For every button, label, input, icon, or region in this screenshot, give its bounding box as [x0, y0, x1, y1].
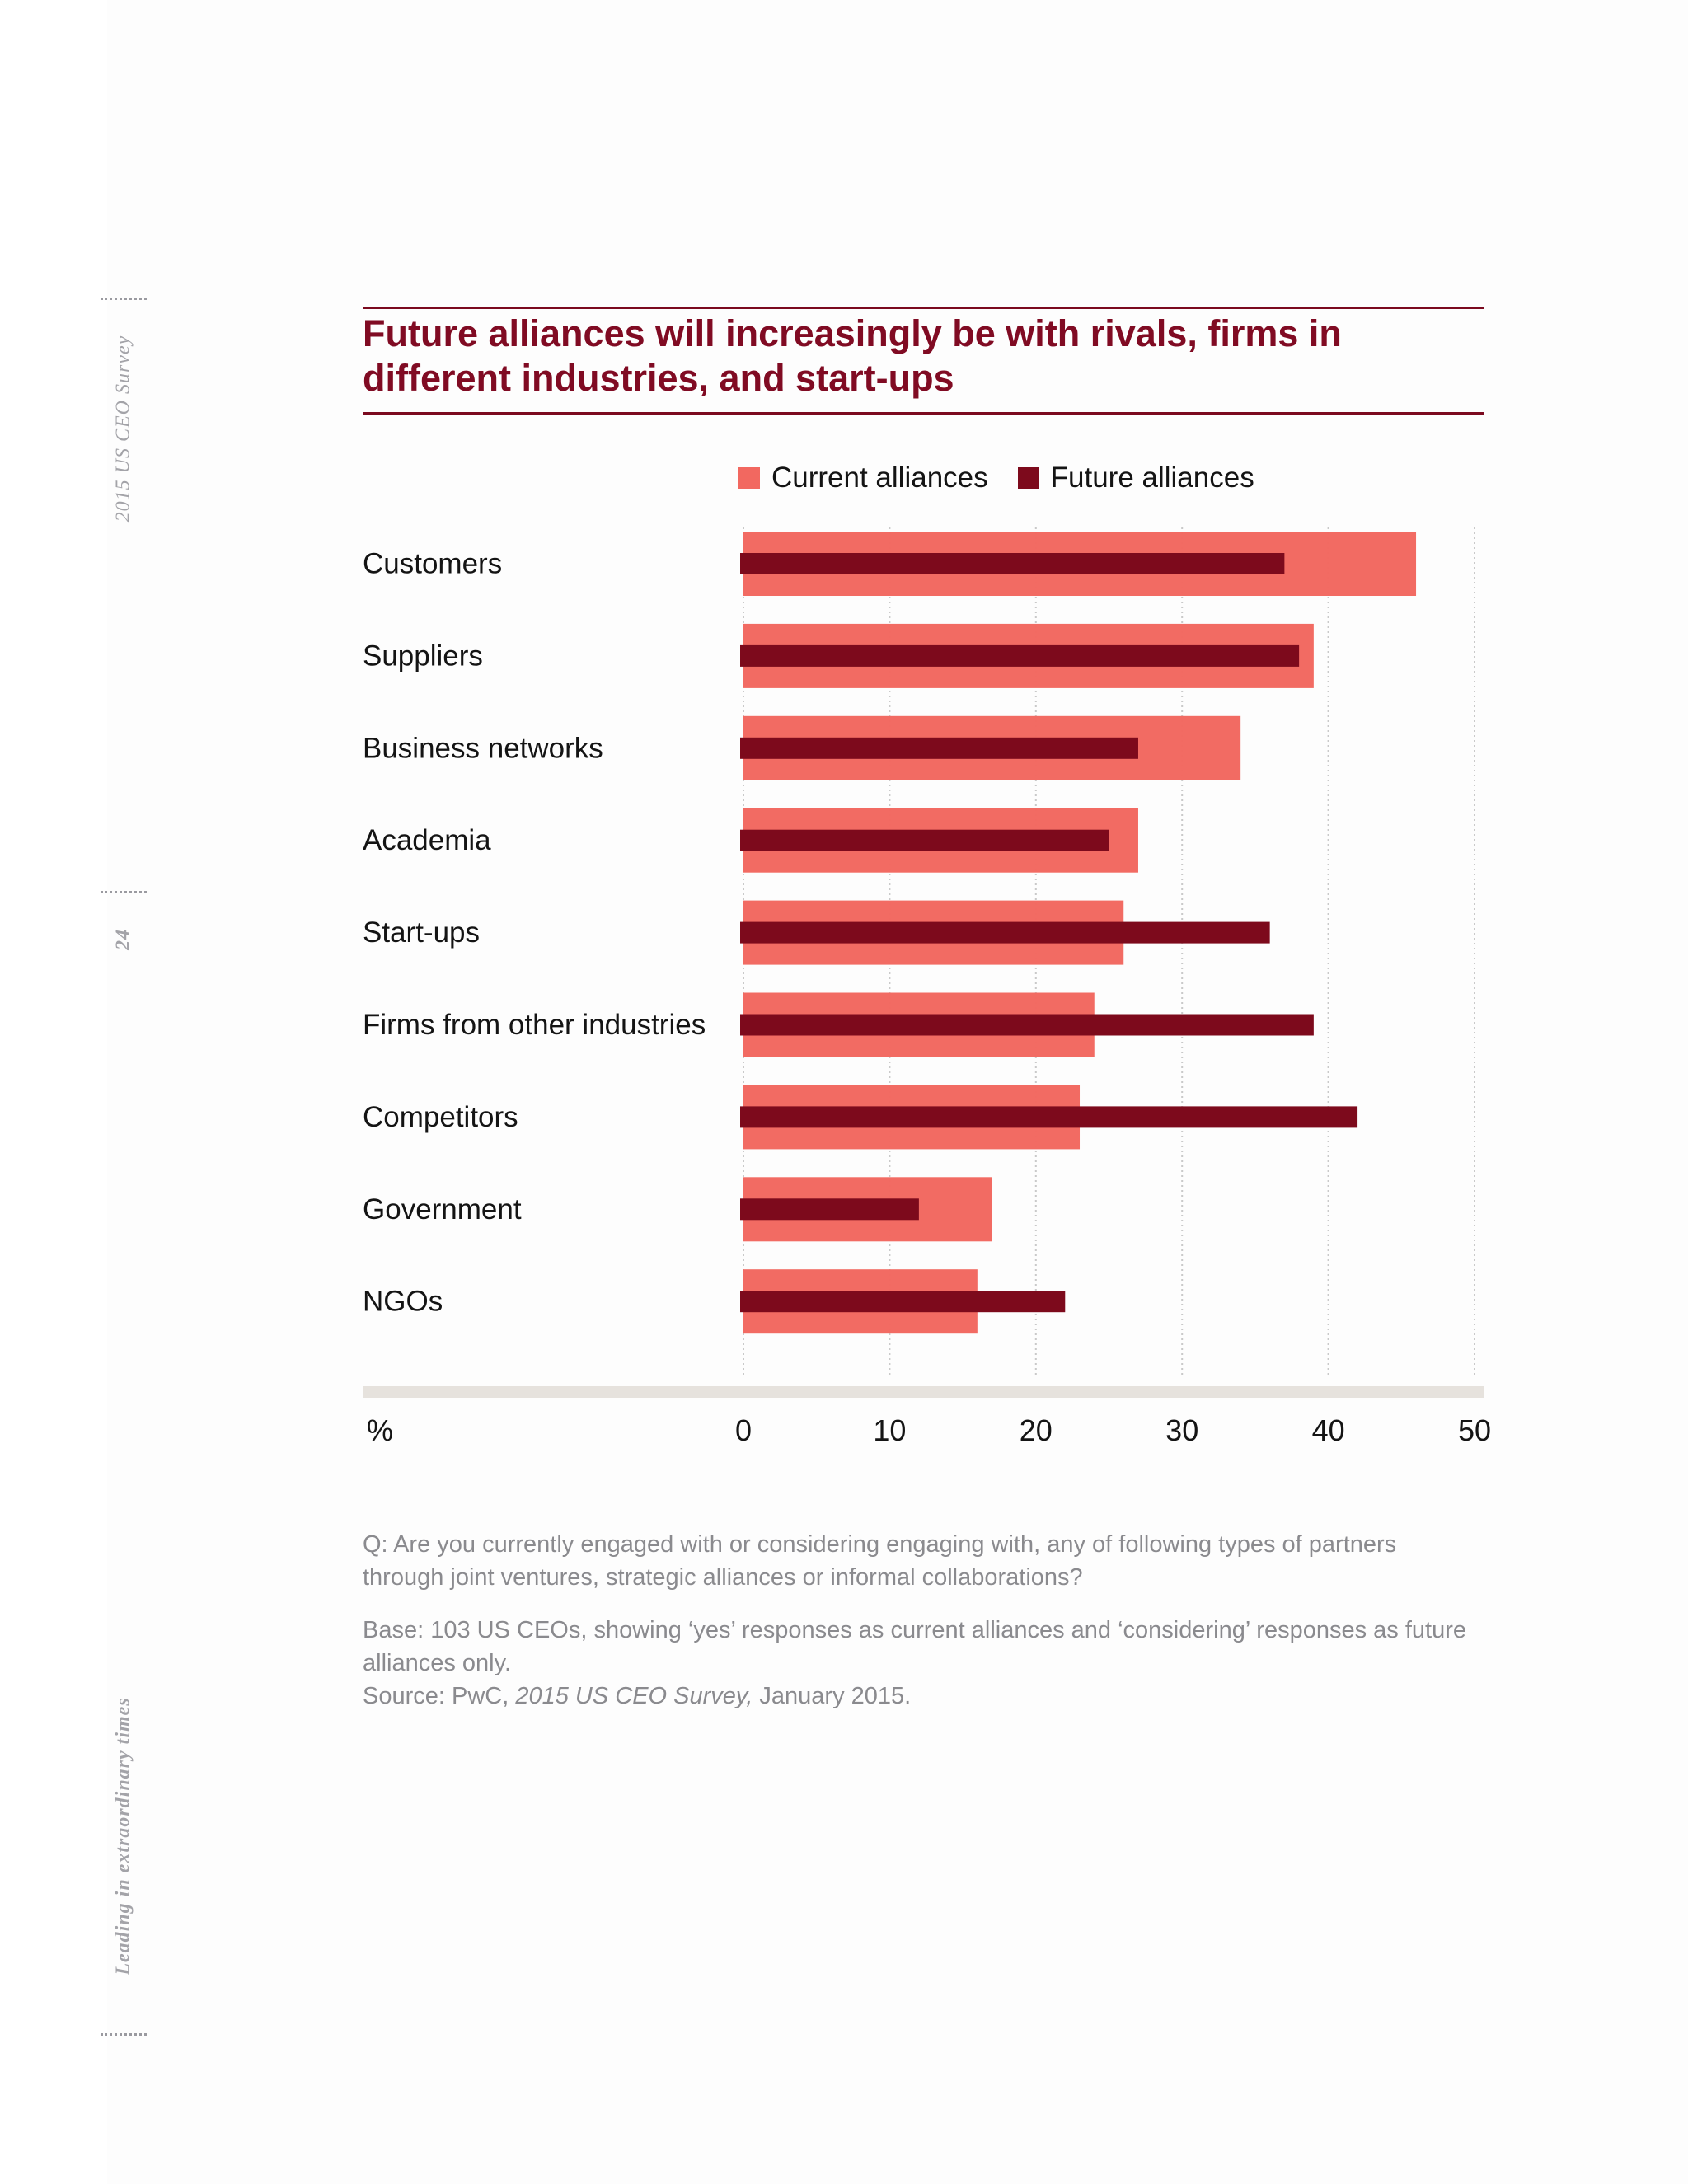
source-suffix: January 2015. [759, 1683, 912, 1709]
category-label: Customers [363, 548, 502, 580]
legend-item-current: Current alliances [738, 462, 988, 494]
bar-future [740, 829, 1109, 851]
bar-future [740, 1198, 919, 1221]
bar-future [740, 644, 1300, 667]
x-tick-label: 30 [1165, 1413, 1198, 1447]
legend-label-future: Future alliances [1050, 462, 1254, 494]
category-label: Competitors [363, 1101, 518, 1133]
x-tick-label: 0 [735, 1413, 752, 1447]
x-tick-label: 20 [1020, 1413, 1053, 1447]
bar-future [740, 1014, 1314, 1036]
legend-swatch-current [738, 467, 760, 489]
category-label: Firms from other industries [363, 1009, 706, 1041]
x-axis-label: % [367, 1413, 393, 1447]
survey-base: Base: 103 US CEOs, showing ‘yes’ respons… [363, 1617, 1466, 1676]
title-bottom-rule [363, 412, 1484, 415]
bar-future [740, 1291, 1066, 1313]
category-label: Government [363, 1193, 522, 1226]
report-title: Leading in extraordinary times [112, 1697, 134, 1975]
survey-question: Q: Are you currently engaged with or con… [363, 1531, 1397, 1591]
legend-item-future: Future alliances [1017, 462, 1254, 494]
legend-swatch-future [1017, 467, 1039, 489]
category-label: Business networks [363, 732, 603, 764]
legend-label-current: Current alliances [771, 462, 988, 494]
source-note: Source: PwC, 2015 US CEO Survey, January… [363, 1680, 1484, 1713]
source-title: 2015 US CEO Survey, [515, 1683, 753, 1709]
category-label: NGOs [363, 1286, 443, 1318]
dotted-divider [101, 891, 147, 893]
bar-chart: Customers Suppliers Business networks Acade… [363, 527, 1491, 1447]
category-label: Start-ups [363, 916, 480, 949]
x-axis-bar [363, 1386, 1484, 1398]
bar-future [740, 553, 1285, 574]
category-label: Suppliers [363, 640, 483, 672]
dotted-divider [101, 298, 147, 300]
title-top-rule [363, 307, 1484, 309]
source-prefix: Source: PwC, [363, 1683, 509, 1709]
chart-title: Future alliances will increasingly be wi… [363, 312, 1342, 399]
bar-future [740, 737, 1138, 759]
chart-legend: Current alliances Future alliances [738, 460, 1284, 496]
category-label: Academia [363, 824, 491, 856]
x-tick-label: 10 [873, 1413, 906, 1447]
dotted-divider [101, 2033, 147, 2036]
bar-future [740, 921, 1270, 944]
x-tick-label: 40 [1312, 1413, 1345, 1447]
bar-future [740, 1106, 1358, 1128]
x-tick-label: 50 [1458, 1413, 1491, 1447]
